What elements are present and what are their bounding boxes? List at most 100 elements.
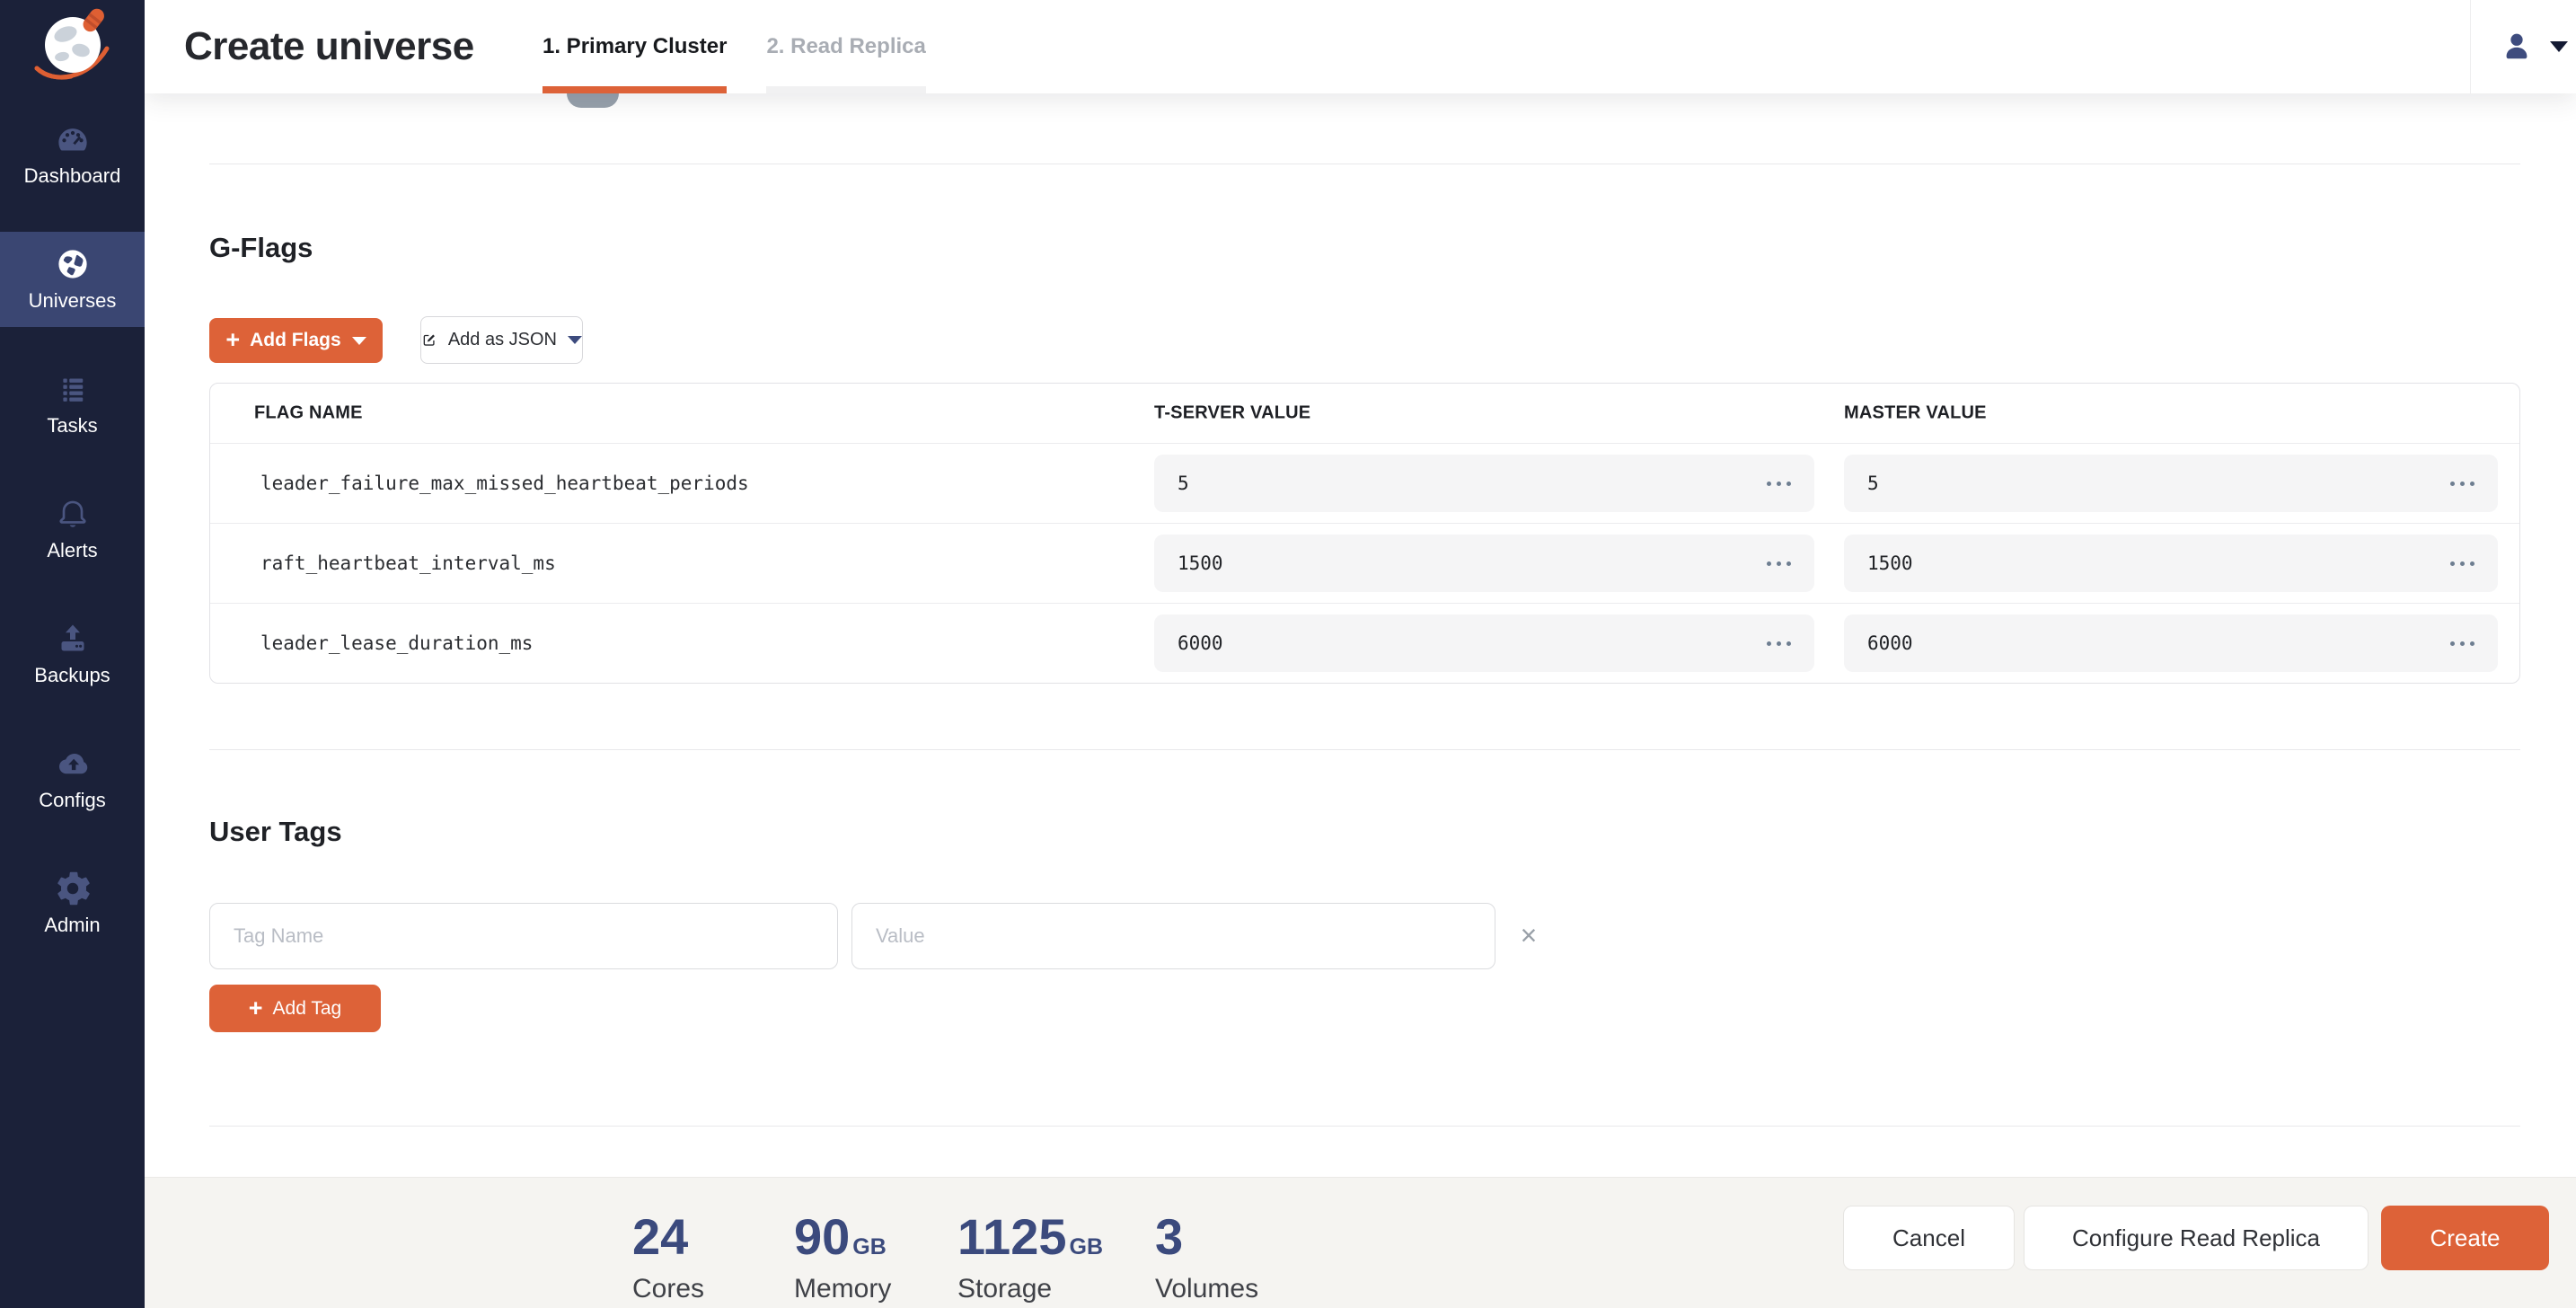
flag-value: 6000 <box>1178 632 1223 654</box>
flag-value: 5 <box>1178 473 1189 494</box>
stat-unit: GB <box>852 1234 887 1259</box>
add-flags-button[interactable]: + Add Flags <box>209 318 383 363</box>
universe-globe-icon <box>55 246 91 282</box>
stat-cores: 24 Cores <box>632 1212 704 1304</box>
sidebar-item-label: Universes <box>28 288 117 312</box>
flag-name: raft_heartbeat_interval_ms <box>260 552 556 574</box>
gflag-row: leader_lease_duration_ms 6000 6000 <box>210 603 2519 683</box>
stat-label: Memory <box>794 1274 892 1304</box>
user-tags-section-title: User Tags <box>209 816 342 847</box>
sidebar-item-box: Dashboard <box>0 107 145 202</box>
tserver-value-cell[interactable]: 5 <box>1154 455 1814 512</box>
ellipsis-menu-icon[interactable] <box>1767 561 1791 566</box>
chevron-down-icon <box>351 336 366 345</box>
add-as-json-label: Add as JSON <box>447 330 557 349</box>
sidebar-item-box: Alerts <box>0 482 145 577</box>
tag-name-input[interactable] <box>209 903 838 969</box>
footer-summary-bar: 24 Cores 90 GB Memory 1125 GB Storage 3 Volumes C… <box>145 1177 2576 1308</box>
sidebar: Dashboard Universes Tasks Alerts Backups Conf… <box>0 0 145 1308</box>
sidebar-item-tasks[interactable]: Tasks <box>0 341 145 466</box>
sidebar-item-label: Configs <box>39 788 106 811</box>
backups-upload-icon <box>55 621 91 657</box>
sidebar-item-label: Backups <box>34 663 110 686</box>
sidebar-item-alerts[interactable]: Alerts <box>0 466 145 591</box>
add-tag-label: Add Tag <box>272 997 342 1019</box>
stat-volumes: 3 Volumes <box>1155 1212 1258 1304</box>
header-divider <box>2470 0 2471 93</box>
sidebar-item-dashboard[interactable]: Dashboard <box>0 92 145 217</box>
column-master-value: MASTER VALUE <box>1844 402 1987 423</box>
gflags-section-title: G-Flags <box>209 232 313 263</box>
page-title: Create universe <box>184 24 474 68</box>
sidebar-item-box: Admin <box>0 856 145 951</box>
sidebar-item-label: Alerts <box>47 538 98 561</box>
user-icon <box>2500 30 2534 64</box>
gflag-row: raft_heartbeat_interval_ms 1500 1500 <box>210 523 2519 603</box>
ellipsis-menu-icon[interactable] <box>2450 641 2475 646</box>
column-flag-name: FLAG NAME <box>254 402 363 423</box>
sidebar-item-box: Backups <box>0 606 145 702</box>
add-tag-button[interactable]: + Add Tag <box>209 985 381 1032</box>
stat-memory: 90 GB Memory <box>794 1212 891 1304</box>
stat-number: 3 <box>1155 1212 1258 1262</box>
gflags-table: FLAG NAME T-SERVER VALUE MASTER VALUE le… <box>209 383 2520 684</box>
sidebar-item-label: Tasks <box>47 413 98 437</box>
tab-read-replica[interactable]: 2. Read Replica <box>766 0 927 93</box>
stat-value: 1125 <box>957 1208 1067 1265</box>
add-flags-label: Add Flags <box>250 330 341 350</box>
stat-label: Storage <box>957 1274 1053 1304</box>
ellipsis-menu-icon[interactable] <box>2450 481 2475 486</box>
ellipsis-menu-icon[interactable] <box>2450 561 2475 566</box>
sidebar-item-box: Configs <box>0 731 145 826</box>
chevron-down-icon <box>568 336 582 344</box>
scrolled-content-remnant <box>567 93 619 108</box>
sidebar-item-backups[interactable]: Backups <box>0 591 145 716</box>
alerts-bell-icon <box>55 496 91 532</box>
master-value-cell[interactable]: 6000 <box>1844 614 2498 672</box>
yugabyte-logo-icon[interactable] <box>0 0 145 90</box>
create-button[interactable]: Create <box>2381 1206 2549 1270</box>
flag-name: leader_lease_duration_ms <box>260 632 534 654</box>
sidebar-item-admin[interactable]: Admin <box>0 841 145 966</box>
dashboard-gauge-icon <box>55 121 91 157</box>
ellipsis-menu-icon[interactable] <box>1767 641 1791 646</box>
stat-storage: 1125 GB Storage <box>957 1212 1103 1304</box>
sidebar-item-configs[interactable]: Configs <box>0 716 145 841</box>
sidebar-item-universes[interactable]: Universes <box>0 217 145 341</box>
tab-primary-cluster[interactable]: 1. Primary Cluster <box>543 0 728 93</box>
master-value-cell[interactable]: 5 <box>1844 455 2498 512</box>
remove-tag-row-icon[interactable]: × <box>1520 918 1538 951</box>
tasks-list-icon <box>55 371 91 407</box>
admin-gear-icon <box>55 871 91 906</box>
stat-label: Cores <box>632 1274 705 1304</box>
flag-value: 1500 <box>1867 552 1913 574</box>
ellipsis-menu-icon[interactable] <box>1767 481 1791 486</box>
cancel-button[interactable]: Cancel <box>1843 1206 2015 1270</box>
stat-label: Volumes <box>1155 1274 1259 1304</box>
configure-read-replica-button[interactable]: Configure Read Replica <box>2024 1206 2369 1270</box>
stat-value: 3 <box>1155 1208 1184 1265</box>
master-value-cell[interactable]: 1500 <box>1844 535 2498 592</box>
gflags-table-header: FLAG NAME T-SERVER VALUE MASTER VALUE <box>210 384 2519 443</box>
tserver-value-cell[interactable]: 6000 <box>1154 614 1814 672</box>
stat-unit: GB <box>1069 1234 1104 1259</box>
stat-number: 1125 GB <box>957 1212 1103 1262</box>
user-menu[interactable] <box>2500 0 2568 93</box>
sidebar-nav: Dashboard Universes Tasks Alerts Backups Conf… <box>0 92 145 966</box>
cluster-tabs: 1. Primary Cluster 2. Read Replica <box>543 0 966 93</box>
gflag-row: leader_failure_max_missed_heartbeat_peri… <box>210 443 2519 523</box>
stat-value: 90 <box>794 1208 851 1265</box>
tserver-value-cell[interactable]: 1500 <box>1154 535 1814 592</box>
edit-pencil-icon <box>421 328 437 352</box>
add-as-json-button[interactable]: Add as JSON <box>420 316 583 364</box>
header: Create universe 1. Primary Cluster 2. Rea… <box>145 0 2576 93</box>
sidebar-item-label: Admin <box>44 913 101 936</box>
tag-value-input[interactable] <box>851 903 1495 969</box>
column-tserver-value: T-SERVER VALUE <box>1154 402 1311 423</box>
flag-value: 5 <box>1867 473 1879 494</box>
chevron-down-icon <box>2550 41 2568 52</box>
section-divider <box>209 749 2520 750</box>
sidebar-item-label: Dashboard <box>23 164 121 187</box>
stat-number: 90 GB <box>794 1212 891 1262</box>
